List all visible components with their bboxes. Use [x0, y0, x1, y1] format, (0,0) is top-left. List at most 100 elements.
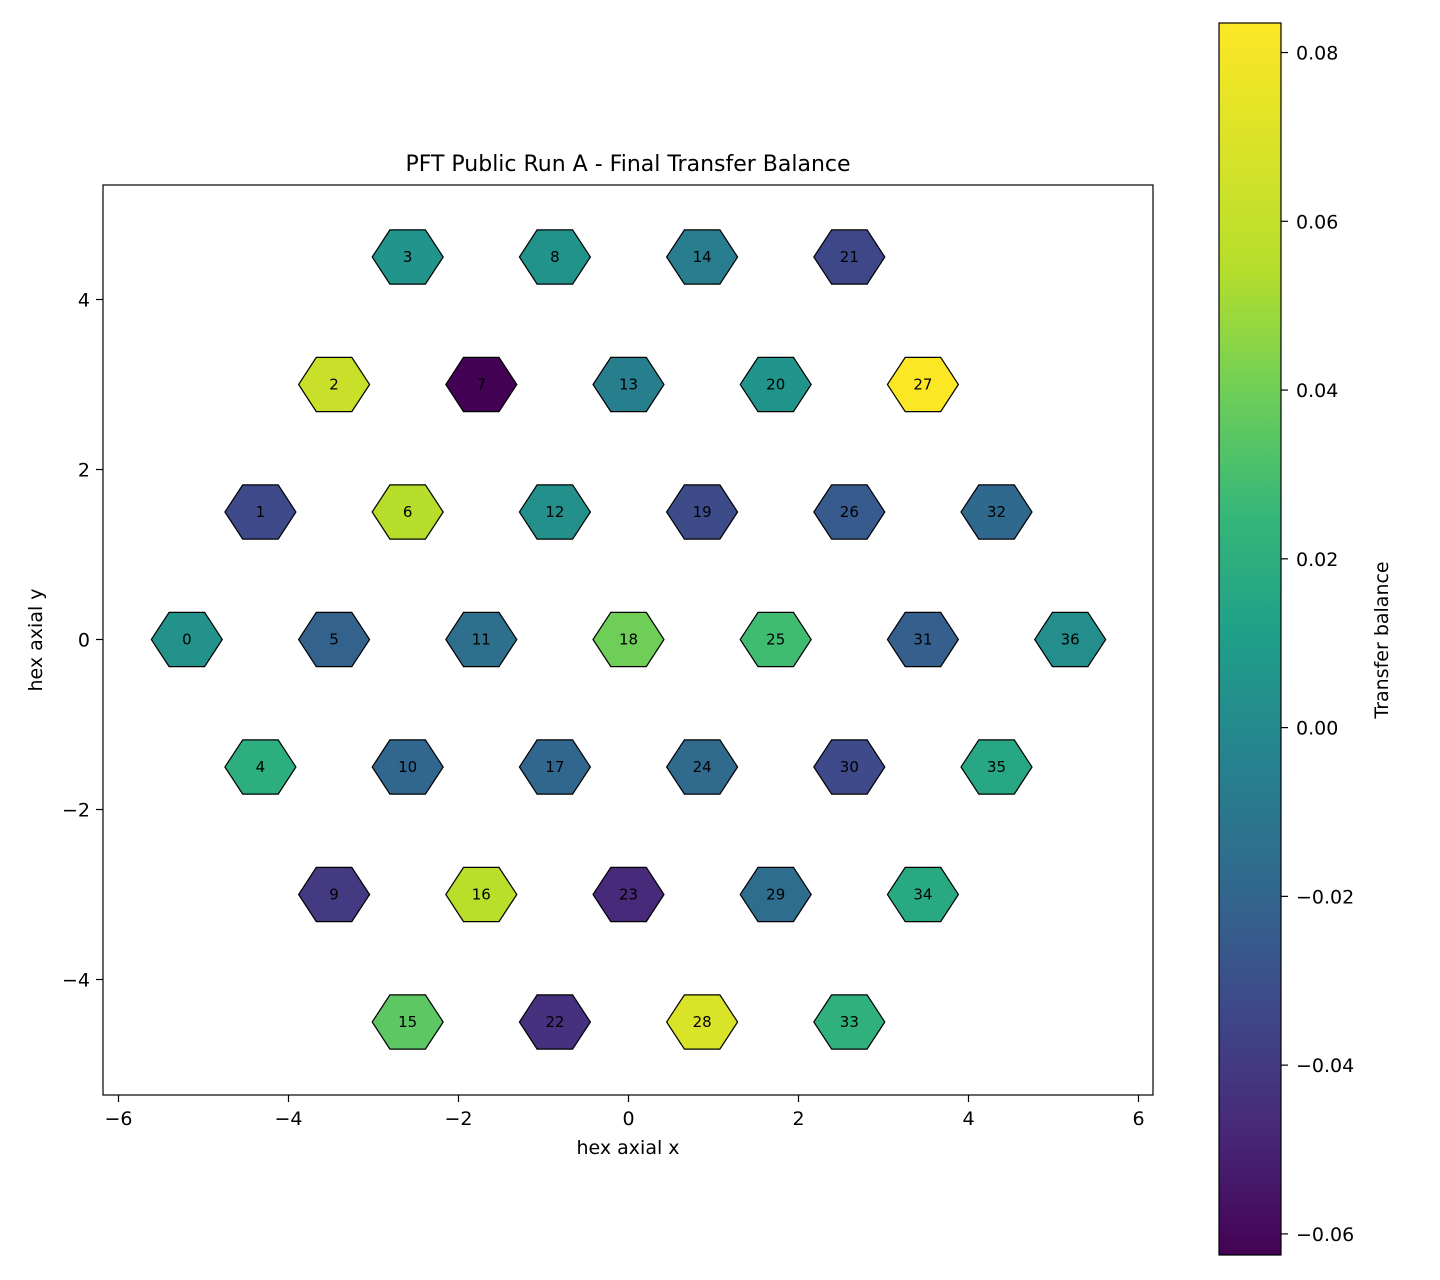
- hex-cell-27: [886, 356, 960, 413]
- hex-cell-label-6: 6: [403, 503, 413, 521]
- hex-cell-label-10: 10: [398, 758, 417, 776]
- colorbar: [1218, 22, 1282, 1256]
- y-tick-label: −2: [62, 800, 90, 822]
- hex-cell-label-5: 5: [329, 631, 339, 649]
- hex-cell-label-34: 34: [913, 886, 932, 904]
- hex-cell-20: [739, 356, 812, 413]
- hex-cell-29: [739, 866, 812, 923]
- x-tick-label: −4: [274, 1108, 302, 1130]
- hex-cell-label-30: 30: [840, 758, 859, 776]
- hex-cell-label-15: 15: [398, 1013, 417, 1031]
- y-tick-label: 0: [78, 630, 90, 652]
- hex-cell-label-20: 20: [766, 376, 785, 394]
- hex-cell-30: [813, 739, 886, 795]
- hex-cell-28: [665, 994, 739, 1050]
- x-axis-label: hex axial x: [576, 1137, 679, 1159]
- hex-cell-label-33: 33: [840, 1013, 859, 1031]
- y-axis-ticks: −4 −2 0 2 4: [62, 290, 103, 992]
- hex-cell-23: [592, 866, 665, 923]
- hex-cell-label-19: 19: [693, 503, 712, 521]
- hex-cell-label-16: 16: [472, 886, 491, 904]
- hex-cell-label-36: 36: [1061, 631, 1080, 649]
- hex-cell-label-9: 9: [329, 886, 339, 904]
- hex-cell-11: [445, 611, 518, 668]
- x-axis-ticks: −6 −4 −2 0 2 4 6: [104, 1095, 1145, 1130]
- hex-cell-21: [813, 229, 886, 285]
- hex-cell-0: [150, 611, 224, 668]
- hex-cell-13: [592, 356, 665, 413]
- hex-cell-label-3: 3: [403, 248, 413, 266]
- hex-cell-label-31: 31: [913, 631, 932, 649]
- colorbar-tick-label: 0.06: [1296, 211, 1338, 233]
- y-tick-label: 4: [78, 290, 90, 312]
- x-tick-label: 4: [962, 1108, 974, 1130]
- hex-cell-label-8: 8: [550, 248, 560, 266]
- hex-cell-label-18: 18: [619, 631, 638, 649]
- chart-title: PFT Public Run A - Final Transfer Balanc…: [405, 152, 850, 177]
- hex-cell-label-0: 0: [182, 631, 192, 649]
- hex-cell-label-12: 12: [545, 503, 564, 521]
- hex-cell-12: [518, 484, 592, 540]
- hex-cell-31: [886, 611, 960, 668]
- hex-cell-35: [960, 739, 1033, 795]
- colorbar-label: Transfer balance: [1371, 561, 1393, 719]
- hex-cells-layer: 0123456789101112131415161718192021222324…: [150, 229, 1107, 1050]
- colorbar-tick-label: 0.00: [1296, 718, 1338, 740]
- colorbar-tick-label: −0.06: [1296, 1224, 1354, 1246]
- colorbar-ticks: −0.06 −0.04 −0.02 0.00 0.02 0.04 0.06 0.08: [1281, 43, 1354, 1246]
- hex-cell-1: [224, 484, 297, 540]
- hex-cell-label-22: 22: [545, 1013, 564, 1031]
- hex-cell-label-7: 7: [477, 376, 487, 394]
- y-tick-label: 2: [78, 460, 90, 482]
- hex-cell-label-14: 14: [693, 248, 712, 266]
- hex-cell-label-13: 13: [619, 376, 638, 394]
- hex-cell-label-24: 24: [693, 758, 712, 776]
- hex-cell-33: [813, 994, 886, 1050]
- hex-cell-16: [445, 866, 518, 923]
- hex-cell-7: [445, 356, 518, 413]
- hex-cell-22: [518, 994, 592, 1050]
- hex-cell-label-32: 32: [987, 503, 1006, 521]
- hex-cell-label-1: 1: [256, 503, 266, 521]
- colorbar-tick-label: −0.02: [1296, 886, 1354, 908]
- hex-cell-34: [886, 866, 960, 923]
- hex-cell-24: [665, 739, 739, 795]
- hex-cell-6: [371, 484, 444, 540]
- hex-cell-label-29: 29: [766, 886, 785, 904]
- hex-cell-label-23: 23: [619, 886, 638, 904]
- hex-cell-19: [665, 484, 739, 540]
- y-tick-label: −4: [62, 970, 90, 992]
- colorbar-tick-label: −0.04: [1296, 1055, 1354, 1077]
- y-axis-label: hex axial y: [25, 588, 47, 691]
- hex-cell-10: [371, 739, 444, 795]
- hex-cell-4: [224, 739, 297, 795]
- hex-cell-label-2: 2: [329, 376, 339, 394]
- hex-cell-label-11: 11: [472, 631, 491, 649]
- hex-cell-18: [592, 611, 665, 668]
- colorbar-tick-label: 0.02: [1296, 549, 1338, 571]
- hex-cell-17: [518, 739, 592, 795]
- hex-cell-label-21: 21: [840, 248, 859, 266]
- colorbar-tick-label: 0.04: [1296, 380, 1338, 402]
- hex-cell-label-26: 26: [840, 503, 859, 521]
- hex-cell-label-28: 28: [693, 1013, 712, 1031]
- x-tick-label: 0: [622, 1108, 634, 1130]
- x-tick-label: 6: [1132, 1108, 1144, 1130]
- x-tick-label: −6: [104, 1108, 132, 1130]
- hex-cell-36: [1033, 611, 1107, 668]
- colorbar-tick-label: 0.08: [1296, 43, 1338, 65]
- hex-cell-32: [960, 484, 1033, 540]
- hex-cell-5: [297, 611, 371, 668]
- hex-cell-2: [297, 356, 371, 413]
- hex-cell-label-27: 27: [913, 376, 932, 394]
- hex-cell-label-4: 4: [256, 758, 266, 776]
- hex-cell-9: [297, 866, 371, 923]
- x-tick-label: 2: [792, 1108, 804, 1130]
- hex-cell-label-17: 17: [545, 758, 564, 776]
- hex-cell-8: [518, 229, 592, 285]
- hex-cell-3: [371, 229, 444, 285]
- hex-cell-14: [665, 229, 739, 285]
- hex-cell-15: [371, 994, 444, 1050]
